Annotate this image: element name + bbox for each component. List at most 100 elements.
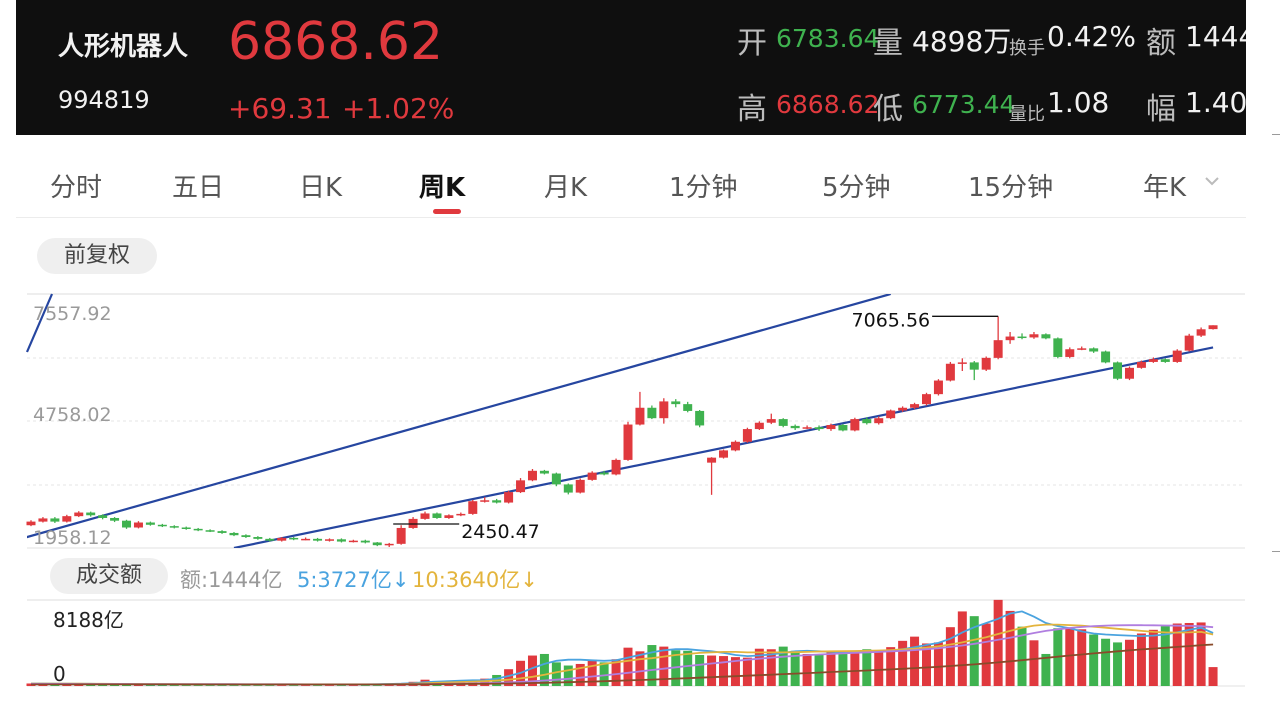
tab-five-day[interactable]: 五日 <box>172 173 225 203</box>
edge-tick-bottom <box>1272 551 1280 552</box>
quote-header: 人形机器人 994819 6868.62 +69.31 +1.02% 开 678… <box>16 0 1246 135</box>
low-label: 低 <box>873 92 903 127</box>
candle-body <box>957 362 967 364</box>
candle-body <box>993 340 1003 358</box>
candle-body <box>1017 336 1027 339</box>
candle-body <box>432 513 442 518</box>
candle-body <box>229 532 239 536</box>
candle-body <box>695 410 705 426</box>
volume-bar <box>599 662 609 686</box>
volume-bar <box>611 659 621 686</box>
candle-body <box>1160 359 1170 362</box>
volume-bar <box>993 599 1003 686</box>
candle-body <box>1101 351 1111 363</box>
candle-body <box>348 540 358 543</box>
candle-body <box>62 516 72 522</box>
candle-body <box>1196 329 1206 336</box>
candle-body <box>50 518 60 522</box>
candle-body <box>922 394 931 405</box>
candle-body <box>516 480 526 493</box>
candle-body <box>874 418 884 424</box>
candle-body <box>575 479 585 493</box>
tab-1-minute[interactable]: 1分钟 <box>669 173 738 203</box>
period-tabs: 分时 五日 日K 周K 月K 1分钟 5分钟 15分钟 年K <box>16 135 1246 218</box>
chevron-down-icon[interactable] <box>1202 171 1222 191</box>
candle-body <box>754 422 764 430</box>
candle-body <box>933 380 943 395</box>
candle-body <box>420 513 430 519</box>
candle-body <box>122 520 132 528</box>
adjust-button[interactable]: 前复权 <box>37 238 157 274</box>
volume-bar <box>945 627 955 686</box>
candle-body <box>1136 361 1146 368</box>
candle-body <box>1089 348 1099 352</box>
candle-body <box>181 527 191 530</box>
candle-body <box>38 518 48 522</box>
volume-panel-label[interactable]: 成交额 <box>50 558 168 594</box>
candle-body <box>563 484 573 493</box>
volume-bar <box>838 653 848 686</box>
volume-bar <box>1029 640 1039 686</box>
candle-body <box>98 515 108 518</box>
candle-body <box>205 530 215 532</box>
candle-body <box>611 459 621 475</box>
high-value: 6868.62 <box>776 90 880 119</box>
candle-body <box>945 363 955 381</box>
volume-bar <box>981 623 991 686</box>
candle-body <box>683 404 693 411</box>
tab-yearly-k[interactable]: 年K <box>1143 173 1187 203</box>
candle-body <box>742 429 752 442</box>
candle-body <box>539 470 549 474</box>
candle-body <box>886 410 896 419</box>
volume-bar <box>790 650 800 686</box>
candle-body <box>360 540 370 543</box>
amount-label: 额 <box>1146 26 1176 61</box>
volume-bar <box>766 649 776 686</box>
volume-bar <box>922 643 931 686</box>
volume-bar <box>157 684 167 686</box>
candle-body <box>456 513 466 516</box>
volume-label: 量 <box>873 26 903 61</box>
amplitude-label: 幅 <box>1146 92 1176 127</box>
candle-body <box>671 401 681 405</box>
candle-body <box>850 419 860 431</box>
candle-body <box>504 492 514 503</box>
volume-amount-text: 额:1444亿 <box>180 568 283 592</box>
volume-bar <box>826 651 836 686</box>
volume-bar <box>1077 629 1087 686</box>
volume-bar <box>933 642 943 686</box>
volume-bar <box>1041 653 1051 686</box>
open-value: 6783.64 <box>776 24 880 53</box>
tab-15-minute[interactable]: 15分钟 <box>968 173 1054 203</box>
volume-bar <box>969 616 979 686</box>
volume-bar <box>742 657 752 686</box>
volume-bar <box>527 655 537 686</box>
candle-body <box>862 419 872 424</box>
volume-tick-zero: 0 <box>53 662 66 686</box>
tab-5-minute[interactable]: 5分钟 <box>822 173 891 203</box>
price-change-pct: +1.02% <box>342 92 455 125</box>
candle-body <box>838 424 848 431</box>
volume-bar <box>504 669 514 686</box>
tab-daily-k[interactable]: 日K <box>299 173 343 203</box>
tab-monthly-k[interactable]: 月K <box>544 173 588 203</box>
candle-body <box>241 535 251 538</box>
volume-bar <box>910 636 920 686</box>
candle-body <box>1148 359 1158 362</box>
candle-body <box>169 526 179 528</box>
tab-weekly-k[interactable]: 周K <box>419 173 466 203</box>
candle-body <box>110 517 120 521</box>
candle-body <box>635 407 645 425</box>
amplitude-value: 1.40% <box>1185 86 1246 119</box>
volume-bar <box>695 655 705 686</box>
volume-bar <box>1065 628 1075 686</box>
tab-intraday[interactable]: 分时 <box>50 173 103 203</box>
volume-bar <box>1089 634 1099 686</box>
candle-body <box>730 441 740 451</box>
volume-ma10-text: 10:3640亿↓ <box>412 564 538 594</box>
candle-body <box>910 404 920 408</box>
volume-bar <box>539 653 549 686</box>
candle-body <box>133 522 143 528</box>
volume-bar <box>551 662 561 686</box>
